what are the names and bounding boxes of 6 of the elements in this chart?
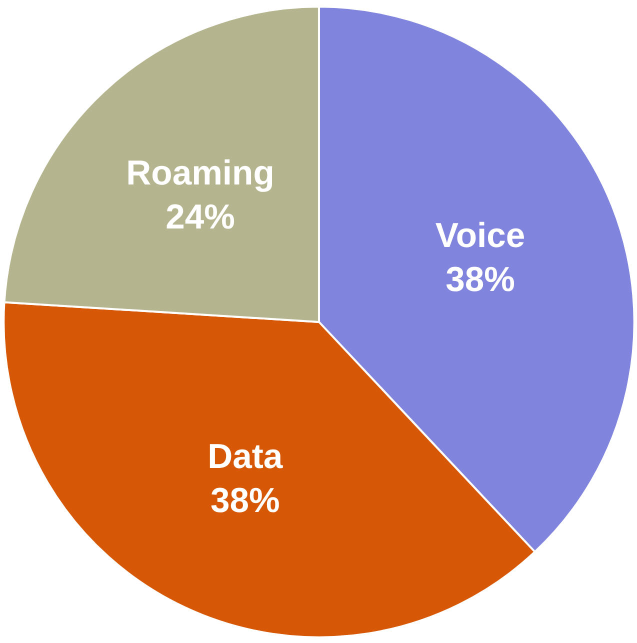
data-label: 24% [166, 198, 235, 237]
data-label: 38% [446, 261, 515, 300]
slice-label: Data [208, 438, 284, 476]
data-label: 38% [210, 482, 280, 520]
slice-label: Roaming [126, 154, 274, 192]
slice-label: Voice [435, 217, 526, 256]
